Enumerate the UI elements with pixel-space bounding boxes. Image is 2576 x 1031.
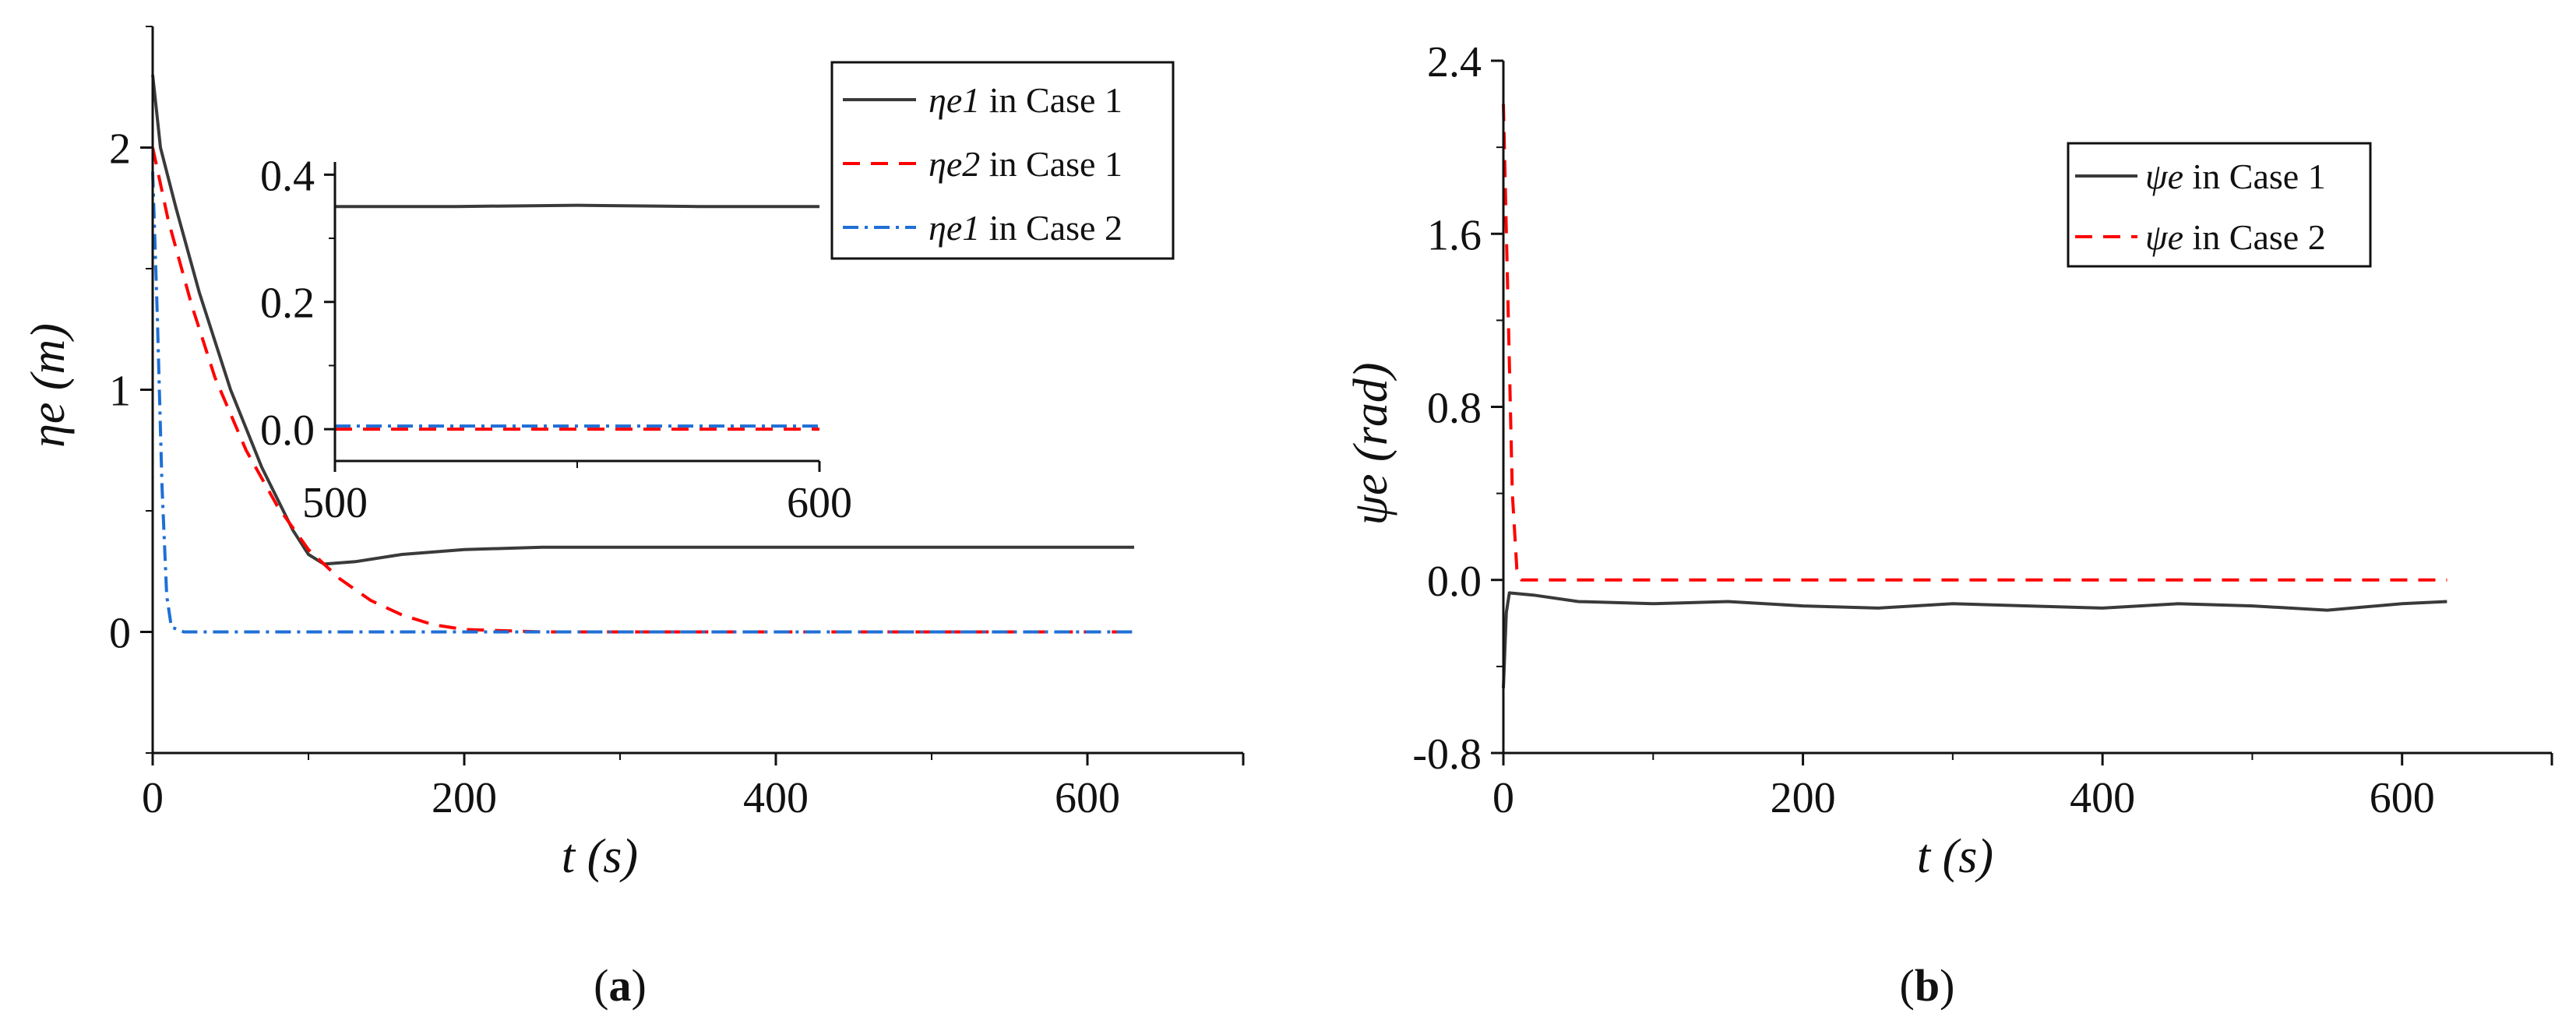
panel-a-series-lines xyxy=(151,74,1134,634)
legend-label-b-0: ψe in Case 1 xyxy=(2145,157,2326,196)
panel-a-y-label: ηe (m) xyxy=(22,323,75,448)
b-y-tick-label-0: -0.8 xyxy=(1412,730,1482,779)
b-x-tick-label-3: 600 xyxy=(2370,774,2435,822)
legend-label-b-1: ψe in Case 2 xyxy=(2145,217,2326,257)
b-y-tick-label-2: 0.8 xyxy=(1427,385,1482,433)
b-y-tick-label-1: 0.0 xyxy=(1427,558,1482,606)
panel-a-x-label: t (s) xyxy=(562,830,638,883)
a-x-tick-label-3: 600 xyxy=(1055,774,1120,822)
b-y-tick-label-3: 1.6 xyxy=(1427,211,1482,259)
panel-a-ticks xyxy=(140,26,1245,765)
panel-a-caption: (a) xyxy=(594,960,647,1011)
a-series-line-2 xyxy=(151,171,1134,634)
panel-a-tick-labels: 0 200 400 600 0 1 2 xyxy=(109,125,1120,823)
a-series-line-1 xyxy=(151,147,1134,634)
legend-label-a-0: ηe1 in Case 1 xyxy=(929,80,1122,120)
a-y-tick-label-1: 1 xyxy=(109,368,131,416)
inset-x-tick-label-1: 600 xyxy=(787,479,852,527)
b-x-tick-label-1: 200 xyxy=(1771,774,1836,822)
inset-tick-labels: 500 600 0.0 0.2 0.4 xyxy=(260,152,852,527)
a-y-tick-label-0: 0 xyxy=(109,610,131,658)
a-x-tick-label-0: 0 xyxy=(142,774,164,822)
inset-series-line-0 xyxy=(335,203,819,209)
panel-b: 0 200 400 600 -0.8 0.0 0.8 1.6 2.4 ψe in Case 1 … xyxy=(1344,38,2553,1011)
inset-x-tick-label-0: 500 xyxy=(302,479,368,527)
panel-b-caption: (b) xyxy=(1900,960,1955,1011)
panel-a-inset: 500 600 0.0 0.2 0.4 xyxy=(260,152,852,527)
inset-y-tick-label-0: 0.0 xyxy=(260,406,315,455)
panel-b-x-label: t (s) xyxy=(1917,830,1993,883)
panel-a-legend: ηe1 in Case 1 ηe2 in Case 1 ηe1 in Case … xyxy=(830,61,1175,260)
b-y-tick-label-4: 2.4 xyxy=(1427,38,1482,86)
a-x-tick-label-1: 200 xyxy=(432,774,497,822)
panel-b-series-lines xyxy=(1502,104,2447,688)
a-y-tick-label-2: 2 xyxy=(109,125,131,174)
inset-y-tick-label-1: 0.2 xyxy=(260,280,315,328)
a-x-tick-label-2: 400 xyxy=(743,774,809,822)
panel-b-tick-labels: 0 200 400 600 -0.8 0.0 0.8 1.6 2.4 xyxy=(1412,38,2434,822)
inset-ticks xyxy=(324,173,821,472)
inset-series-lines xyxy=(335,203,819,431)
b-series-line-0 xyxy=(1502,591,2447,688)
legend-frame-b xyxy=(2067,142,2372,268)
panel-b-legend: ψe in Case 1 ψe in Case 2 xyxy=(2067,142,2372,268)
legend-label-a-2: ηe1 in Case 2 xyxy=(929,208,1122,248)
b-series-line-1 xyxy=(1502,104,2447,582)
panel-b-y-label: ψe (rad) xyxy=(1344,363,1397,526)
panel-a: 0 200 400 600 0 1 2 500 600 0.0 0.2 0.4 ηe1 in Cas… xyxy=(22,26,1245,1011)
b-x-tick-label-2: 400 xyxy=(2070,774,2135,822)
b-x-tick-label-0: 0 xyxy=(1492,774,1514,822)
inset-y-tick-label-2: 0.4 xyxy=(260,152,315,200)
legend-label-a-1: ηe2 in Case 1 xyxy=(929,144,1122,184)
